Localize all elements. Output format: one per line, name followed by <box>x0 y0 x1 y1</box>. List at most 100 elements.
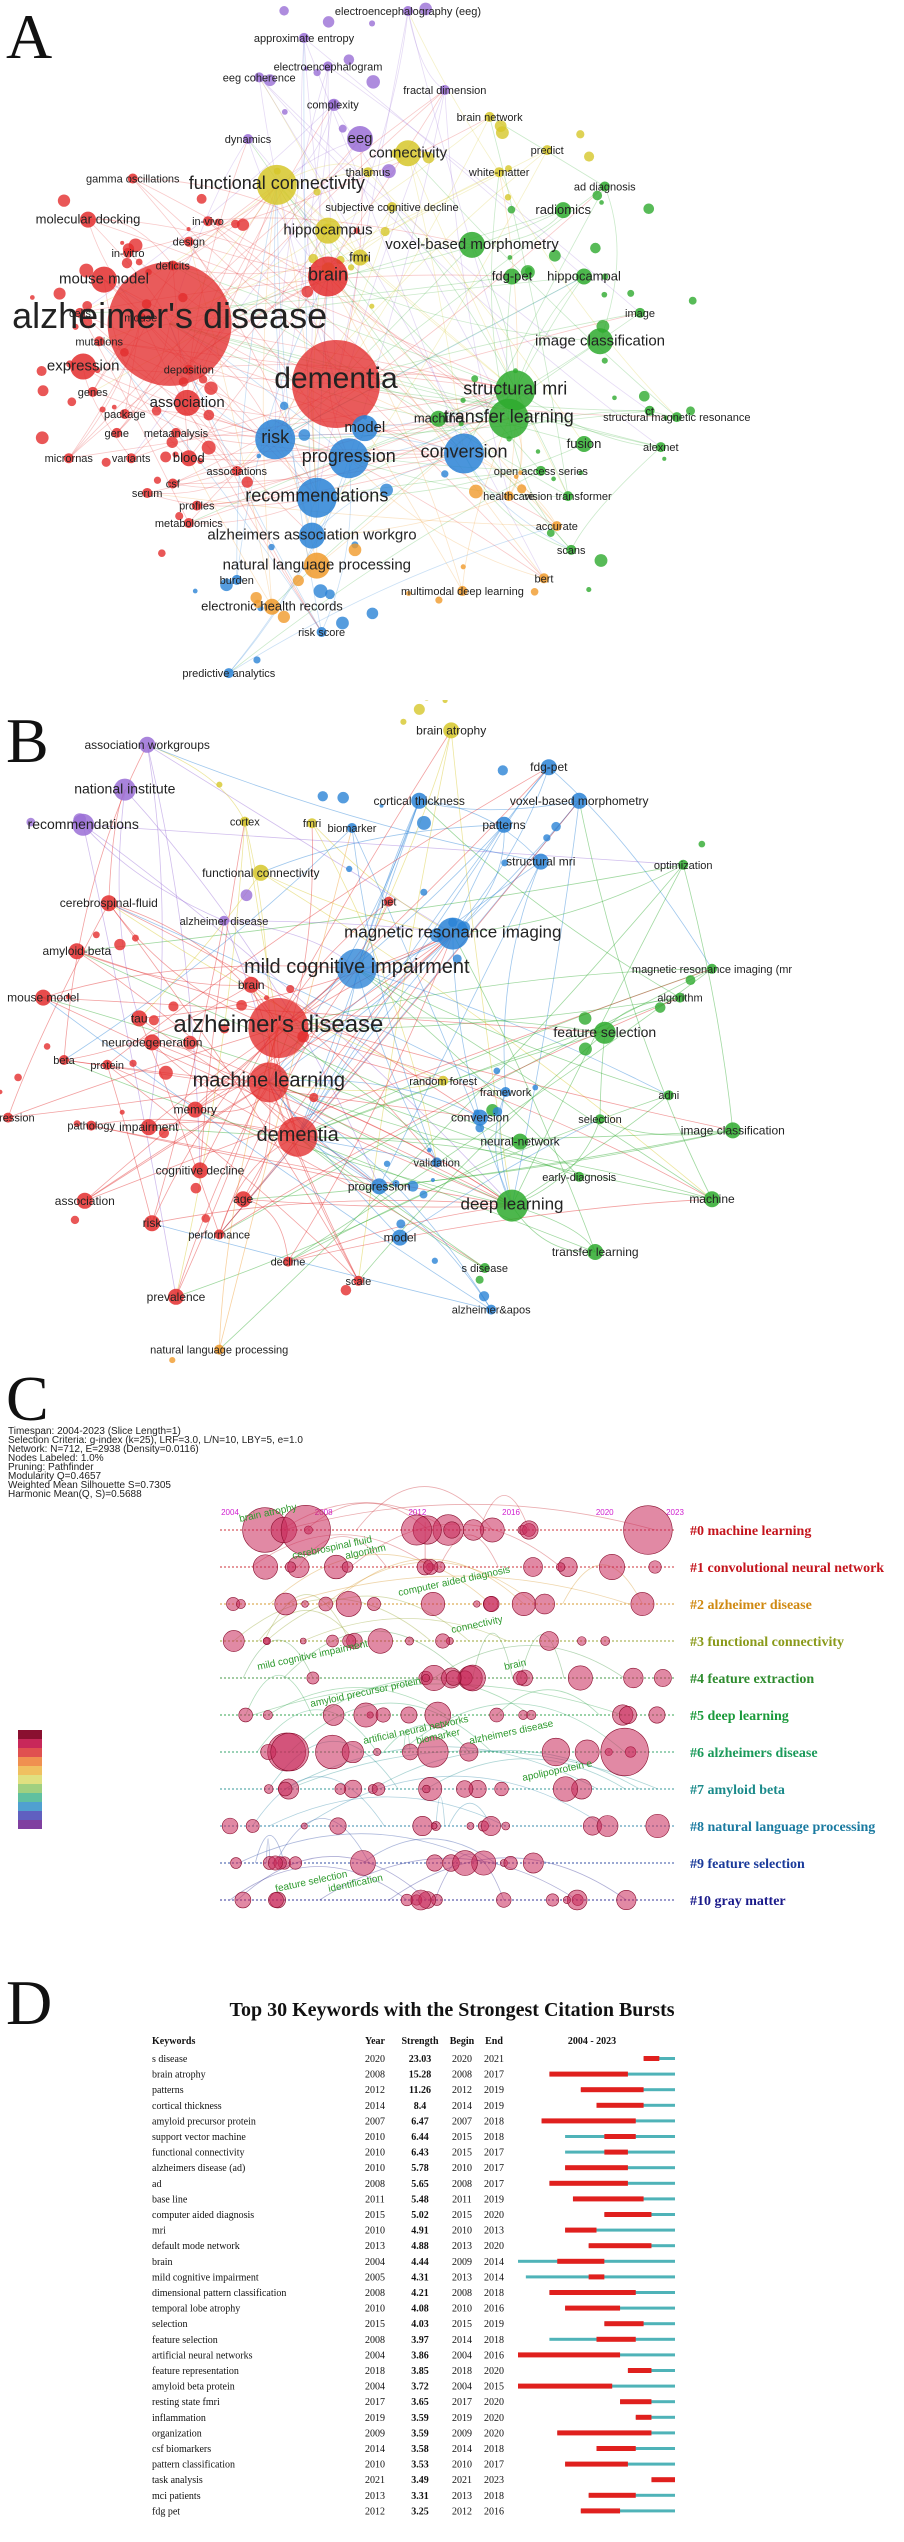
burst-strength-1: 15.28 <box>409 2070 432 2081</box>
burst-col-strength: Strength <box>401 2036 438 2047</box>
edge-a-15-1 <box>274 206 393 440</box>
timeline-arc-3-3 <box>258 1609 355 1642</box>
burst-keyword-1: brain atrophy <box>152 2070 206 2081</box>
burst-bar-17 <box>604 2321 644 2327</box>
edge-b-20-1 <box>278 968 713 1029</box>
burst-strength-26: 3.53 <box>411 2460 429 2471</box>
timeline-year-2016: 2016 <box>502 1508 520 1517</box>
edge-b-11-0 <box>503 861 542 1093</box>
timeline-node-3-8 <box>435 1633 451 1649</box>
burst-end-8: 2017 <box>484 2179 504 2190</box>
burst-end-15: 2018 <box>484 2288 504 2299</box>
panel-label-d: D <box>6 1967 52 2038</box>
timeline-node-6-7 <box>541 1737 571 1767</box>
edge-b-22-2 <box>278 997 681 1030</box>
timeline-node-10-7 <box>268 1892 284 1908</box>
burst-year-8: 2008 <box>365 2179 385 2190</box>
timeline-arc-0-6 <box>479 1495 530 1531</box>
timeline-cluster-label-0: #0 machine learning <box>690 1524 811 1539</box>
edge-b-36-0 <box>91 1125 513 1206</box>
burst-bar-22 <box>620 2399 652 2405</box>
burst-begin-24: 2009 <box>452 2428 472 2439</box>
edge-b-12-1 <box>452 864 684 934</box>
minor-node-b-66 <box>578 1012 592 1025</box>
burst-keyword-19: artificial neural networks <box>152 2350 253 2361</box>
burst-begin-12: 2013 <box>452 2241 472 2252</box>
minor-node-b-67 <box>346 865 353 873</box>
minor-node-a-76 <box>366 607 379 620</box>
timeline-meta-line-0: Timespan: 2004-2023 (Slice Length=1) <box>8 1426 181 1437</box>
edge-a-64-0 <box>391 206 569 497</box>
burst-strength-5: 6.44 <box>411 2132 429 2143</box>
label-b-performance: performance <box>188 1229 250 1241</box>
minor-node-b-8 <box>129 1059 137 1067</box>
burst-begin-0: 2020 <box>452 2054 472 2065</box>
node-a-white-matter <box>494 167 505 178</box>
minor-node-a-134 <box>422 151 435 164</box>
edge-b-12-2 <box>218 864 684 1350</box>
node-a-risk-score <box>316 627 327 637</box>
burst-begin-1: 2008 <box>452 2070 472 2081</box>
timeline-annotation-alzheimers-disease: alzheimers disease <box>468 1718 554 1747</box>
timeline-node-0-5 <box>443 1521 461 1539</box>
label-b-risk: risk <box>143 1216 163 1230</box>
edge-a-40-2 <box>514 389 661 448</box>
burst-end-20: 2020 <box>484 2366 504 2377</box>
label-b-mild-cognitive-impairment: mild cognitive impairment <box>244 956 470 978</box>
burst-keyword-29: fdg pet <box>152 2506 180 2517</box>
minor-node-a-136 <box>82 301 93 311</box>
timeline-node-4-12 <box>513 1670 528 1686</box>
label-b-pathology: pathology <box>67 1121 115 1133</box>
timeline-node-5-12 <box>262 1710 273 1720</box>
timeline-legend-swatch-3 <box>18 1757 42 1766</box>
burst-keyword-20: feature representation <box>152 2366 239 2377</box>
label-b-national-institute: national institute <box>74 781 175 797</box>
label-b-random-forest: random forest <box>409 1076 477 1088</box>
node-b-brain-atrophy <box>443 722 460 739</box>
timeline-node-10-8 <box>562 1896 571 1904</box>
edge-b-23-2 <box>43 997 605 1034</box>
label-a-image: image <box>625 308 655 320</box>
burst-bar-27 <box>651 2477 675 2483</box>
minor-node-a-137 <box>313 188 321 196</box>
timeline-year-axis: 2004 2008 2012 2016 2020 2023 <box>221 1508 684 1517</box>
minor-node-a-88 <box>279 6 289 16</box>
burst-keyword-8: ad <box>152 2179 161 2190</box>
burst-begin-23: 2019 <box>452 2413 472 2424</box>
timeline-meta-line-2: Network: N=712, E=2938 (Density=0.0116) <box>8 1444 199 1455</box>
minor-node-b-16 <box>383 1160 391 1167</box>
timeline-node-8-11 <box>645 1813 670 1839</box>
minor-node-a-96 <box>79 263 94 278</box>
edge-b-34-3 <box>195 933 454 1110</box>
label-b-impairment: impairment <box>119 1120 179 1134</box>
burst-strength-15: 4.21 <box>411 2288 429 2299</box>
edge-b-5-3 <box>218 800 580 1235</box>
label-a-design: design <box>173 237 205 249</box>
node-a-recommendations <box>296 477 337 518</box>
burst-strength-27: 3.49 <box>411 2475 429 2486</box>
node-a-profiles <box>191 500 202 511</box>
timeline-arc-6-0 <box>256 1709 378 1753</box>
burst-keyword-5: support vector machine <box>152 2132 246 2143</box>
burst-end-19: 2016 <box>484 2350 504 2361</box>
label-a-multimodal-deep-learning: multimodal deep learning <box>401 586 524 598</box>
edge-a-24-1 <box>359 257 516 391</box>
burst-bar-20 <box>627 2368 652 2373</box>
edge-b-52-3 <box>218 800 580 1235</box>
node-b-transfer-learning <box>587 1244 604 1260</box>
timeline-meta: Timespan: 2004-2023 (Slice Length=1)Sele… <box>8 1426 303 1500</box>
minor-node-a-93 <box>277 610 290 624</box>
edge-b-43-0 <box>199 821 246 1171</box>
edge-a-43-1 <box>276 184 439 419</box>
burst-bar-19 <box>518 2352 621 2358</box>
burst-strength-19: 3.86 <box>411 2350 429 2361</box>
label-a-cells: cells <box>69 308 92 320</box>
label-b-cortex: cortex <box>230 817 260 829</box>
minor-node-b-33 <box>379 803 384 808</box>
timeline-node-8-0 <box>245 1819 260 1833</box>
burst-year-2: 2012 <box>365 2085 385 2096</box>
minor-node-a-117 <box>513 474 519 479</box>
timeline-node-4-8 <box>567 1665 593 1691</box>
minor-node-a-6 <box>37 385 49 397</box>
edge-b-3-0 <box>124 789 380 1187</box>
